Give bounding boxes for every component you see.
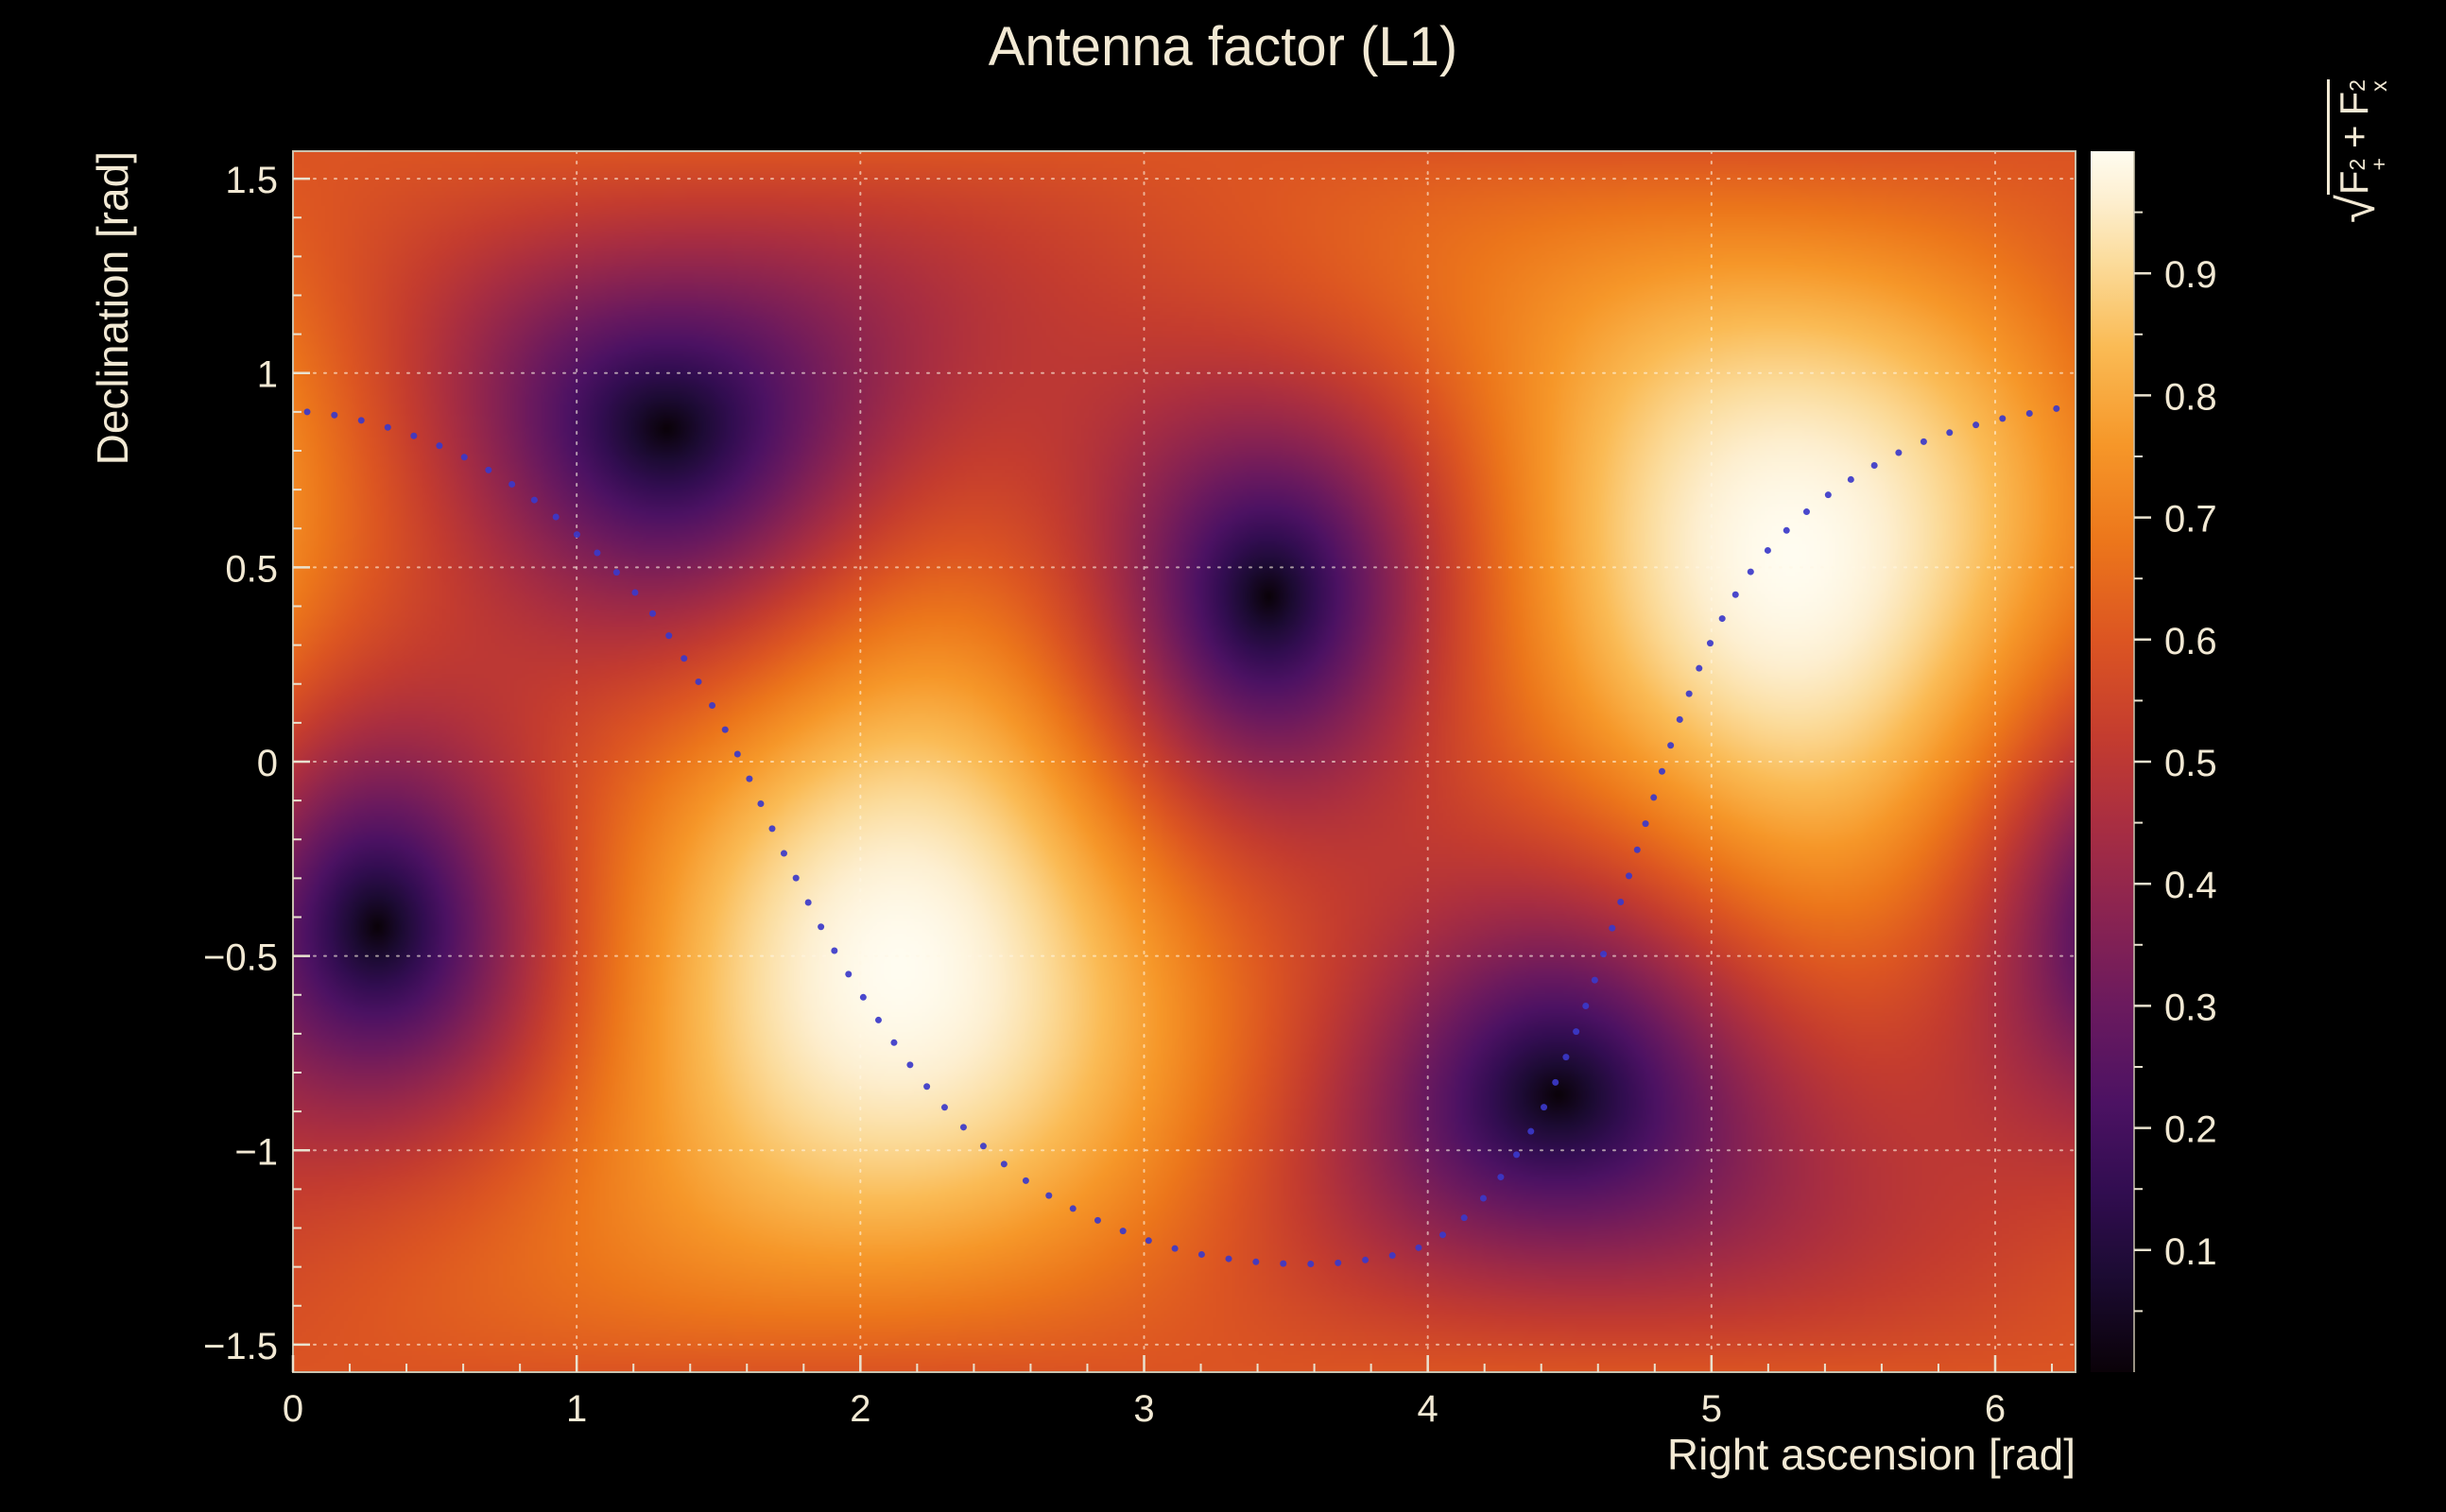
f-cross-base: F (2332, 91, 2377, 116)
colorbar-tick-label: 0.5 (2164, 743, 2217, 784)
y-axis-title: Declination [rad] (88, 151, 137, 466)
f-plus-scripts: 2 + (2345, 158, 2392, 171)
x-tick-label: 1 (566, 1388, 587, 1430)
x-tick-label: 2 (850, 1388, 870, 1430)
radicand: F 2 + +F 2 x (2327, 79, 2391, 196)
colorbar-gradient (2091, 151, 2134, 1372)
colorbar-tick-label: 0.9 (2164, 254, 2217, 296)
y-tick-label: −1.5 (203, 1326, 278, 1367)
x-tick-label: 5 (1701, 1388, 1722, 1430)
y-tick-label: 0.5 (225, 548, 278, 590)
y-tick-label: −1 (234, 1131, 278, 1173)
colorbar-tick-label: 0.4 (2164, 865, 2217, 906)
x-tick-label: 0 (283, 1388, 303, 1430)
radical-sign: √ (2328, 195, 2386, 224)
heatmap-canvas (293, 151, 2076, 1372)
colorbar-axis-title: √F 2 + +F 2 x (2327, 79, 2401, 348)
colorbar-tick-label: 0.1 (2164, 1231, 2217, 1273)
colorbar-tick-label: 0.2 (2164, 1109, 2217, 1151)
y-tick-label: −0.5 (203, 937, 278, 979)
y-tick-label: 1 (257, 354, 278, 396)
colorbar-tick-label: 0.8 (2164, 376, 2217, 418)
plus-sign: + (2332, 125, 2377, 149)
x-tick-label: 6 (1985, 1388, 2006, 1430)
y-tick-label: 0 (257, 743, 278, 784)
x-tick-label: 3 (1133, 1388, 1154, 1430)
f-plus-base: F (2332, 170, 2377, 196)
y-tick-label: 1.5 (225, 160, 278, 201)
colorbar-tick-label: 0.6 (2164, 621, 2217, 662)
colorbar-tick-label: 0.3 (2164, 987, 2217, 1028)
colorbar-tick-label: 0.7 (2164, 499, 2217, 541)
x-tick-label: 4 (1418, 1388, 1438, 1430)
x-axis-title: Right ascension [rad] (1666, 1430, 2076, 1479)
chart-title: Antenna factor (L1) (988, 16, 1458, 77)
